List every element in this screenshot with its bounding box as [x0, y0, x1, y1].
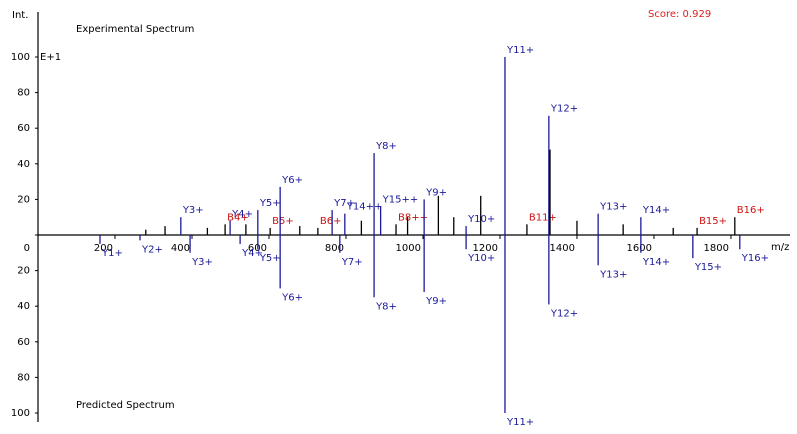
- peak-label: Y9+: [425, 296, 447, 307]
- y-tick-label: 60: [17, 337, 30, 348]
- peak-label: Y4+: [231, 209, 253, 220]
- peak-label: B8++: [398, 212, 428, 223]
- y-axis-label: Int.: [12, 10, 28, 21]
- x-tick-label: 1200: [473, 243, 498, 254]
- peak-label: B11+: [529, 212, 557, 223]
- x-tick-label: 800: [325, 243, 344, 254]
- peak-label: Y11+: [506, 417, 534, 428]
- peak-label: Y13+: [599, 269, 627, 280]
- peak-label: Y4+: [241, 248, 263, 259]
- peak-label: Y8+: [375, 301, 397, 312]
- y-tick-label: 0: [24, 243, 30, 254]
- peak-label: Y5+: [259, 253, 281, 264]
- score: Score: 0.929: [648, 9, 711, 20]
- y-scale-label: E+1: [40, 52, 61, 63]
- x-tick-label: 400: [171, 243, 190, 254]
- peak-label: Y15+: [694, 262, 722, 273]
- peak-label: Y3+: [182, 205, 204, 216]
- y-tick-label: 40: [17, 301, 30, 312]
- x-tick-label: 1000: [396, 243, 421, 254]
- peak-label: Y8+: [375, 141, 397, 152]
- peak-label: Y13+: [599, 202, 627, 213]
- peak-label: B16+: [737, 205, 765, 216]
- y-tick-label: 80: [17, 372, 30, 383]
- peak-label: B6+: [320, 216, 342, 227]
- peak-label: Y12+: [550, 308, 578, 319]
- peak-label: Y3+: [191, 257, 213, 268]
- peak-label: Y9+: [425, 187, 447, 198]
- peak-label: Y5+: [259, 198, 281, 209]
- y-tick-label: 40: [17, 159, 30, 170]
- y-tick-label: 20: [17, 194, 30, 205]
- peak-label: Y14+: [642, 205, 670, 216]
- peak-label: B15+: [699, 216, 727, 227]
- x-tick-label: 1800: [704, 243, 729, 254]
- peak-label: Y12+: [550, 104, 578, 115]
- peak-label: Y15++: [382, 195, 419, 206]
- y-tick-label: 100: [11, 52, 30, 63]
- x-axis-label: m/z: [771, 242, 789, 253]
- peak-label: Y10+: [467, 253, 495, 264]
- experimental-title: Experimental Spectrum: [76, 24, 194, 35]
- peak-label: Y7+: [333, 198, 355, 209]
- peak-label: Y6+: [281, 292, 303, 303]
- peak-label: Y1+: [101, 248, 123, 259]
- peak-label: Y16+: [741, 253, 769, 264]
- peak-label: B5+: [272, 216, 294, 227]
- y-tick-label: 20: [17, 266, 30, 277]
- x-tick-label: 1600: [627, 243, 652, 254]
- peak-label: Y7+: [341, 257, 363, 268]
- predicted-title: Predicted Spectrum: [76, 400, 175, 411]
- x-tick-label: 200: [94, 243, 113, 254]
- x-tick-label: 1400: [550, 243, 575, 254]
- peak-label: B4+: [227, 212, 249, 223]
- peak-label: Y6+: [281, 175, 303, 186]
- peak-label: Y11+: [506, 45, 534, 56]
- y-tick-label: 60: [17, 123, 30, 134]
- y-tick-label: 100: [11, 408, 30, 419]
- y-tick-label: 80: [17, 88, 30, 99]
- peak-label: Y14++: [346, 202, 383, 213]
- peak-label: Y2+: [141, 244, 163, 255]
- peak-label: Y14+: [642, 257, 670, 268]
